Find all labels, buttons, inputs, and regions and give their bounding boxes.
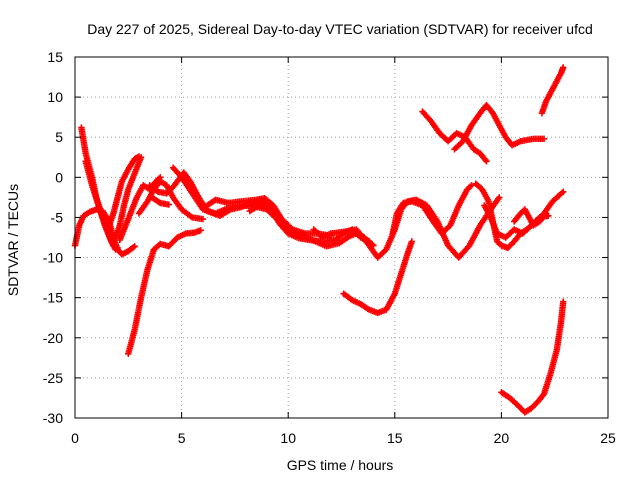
y-tick-label: -15 <box>43 290 63 306</box>
series-track-4 <box>105 153 143 229</box>
y-tick-label: 15 <box>47 49 63 65</box>
series-track-17 <box>389 182 475 237</box>
y-tick-label: 0 <box>55 169 63 185</box>
data-point <box>112 246 119 253</box>
data-point <box>558 189 566 197</box>
data-point <box>540 135 548 143</box>
series-track-3 <box>82 158 119 253</box>
y-tick-label: -25 <box>43 370 63 386</box>
x-tick-label: 15 <box>387 430 403 446</box>
data-point <box>165 201 173 208</box>
y-axis-label: SDTVAR / TECUs <box>5 184 21 296</box>
data-point <box>131 243 138 250</box>
y-tick-label: 5 <box>55 129 63 145</box>
plot-frame <box>74 56 609 419</box>
y-tick-label: -5 <box>51 209 64 225</box>
data-point <box>542 210 550 217</box>
series-track-22 <box>510 206 550 229</box>
axis-ticks: 0 5 10 15 20 25 -30 -25 -20 -15 -10 -5 0 5 10 15 <box>43 49 616 446</box>
x-tick-label: 10 <box>280 430 296 446</box>
series-track-7 <box>125 227 204 358</box>
series-track-5 <box>112 154 145 241</box>
series-track-18 <box>419 108 490 165</box>
x-tick-label: 25 <box>600 430 616 446</box>
data-point <box>483 158 490 165</box>
data-point <box>197 227 204 234</box>
x-tick-label: 20 <box>494 430 510 446</box>
series-track-19 <box>451 101 548 153</box>
x-tick-label: 5 <box>178 430 186 446</box>
data-series <box>71 64 567 416</box>
series-track-23 <box>538 64 567 117</box>
data-point <box>137 154 145 161</box>
data-point <box>408 238 416 245</box>
data-point <box>130 244 137 251</box>
data-point <box>468 182 475 189</box>
chart-title: Day 227 of 2025, Sidereal Day-to-day VTE… <box>87 21 593 37</box>
data-point <box>560 188 567 195</box>
series-track-24 <box>498 298 567 416</box>
series-track-12 <box>203 194 296 233</box>
x-axis-label: GPS time / hours <box>287 457 394 473</box>
y-tick-label: 10 <box>47 89 63 105</box>
data-point <box>199 215 207 223</box>
y-tick-label: -10 <box>43 250 63 266</box>
x-tick-label: 0 <box>71 430 79 446</box>
data-point <box>560 64 567 71</box>
series-track-10 <box>148 194 173 208</box>
y-tick-label: -30 <box>43 410 63 426</box>
y-tick-label: -20 <box>43 330 63 346</box>
data-point <box>496 194 503 201</box>
series-track-16 <box>340 238 416 317</box>
data-point <box>560 298 567 305</box>
